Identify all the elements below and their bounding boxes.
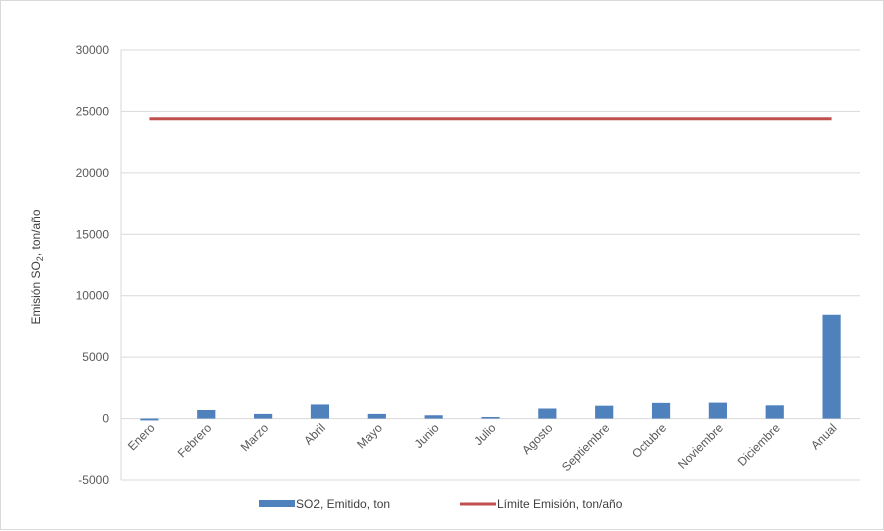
x-tick-label: Enero: [125, 421, 158, 454]
bar: [481, 416, 500, 419]
bar: [367, 413, 386, 419]
bar: [765, 405, 784, 419]
legend-swatch-emitted: [259, 500, 295, 507]
legend-label-emitted: SO2, Emitido, ton: [296, 497, 390, 511]
x-tick-label: Noviembre: [675, 421, 726, 472]
x-tick-label: Anual: [808, 421, 840, 453]
bar: [254, 413, 273, 419]
bar: [197, 409, 216, 419]
y-tick-label: 5000: [82, 350, 109, 364]
y-axis-title: Emisión SO2, ton/año: [29, 209, 45, 324]
bar: [140, 418, 159, 421]
y-tick-label: 15000: [76, 227, 110, 241]
x-tick-label: Mayo: [354, 421, 385, 452]
x-tick-label: Febrero: [175, 421, 215, 461]
x-tick-label: Octubre: [629, 421, 669, 461]
legend: SO2, Emitido, ton Límite Emisión, ton/añ…: [259, 497, 623, 511]
bar: [538, 408, 557, 419]
bar: [595, 405, 614, 419]
legend-label-limit: Límite Emisión, ton/año: [497, 497, 623, 511]
x-tick-label: Junio: [412, 421, 442, 451]
bar: [822, 314, 841, 419]
x-axis-ticks: Enero Febrero Marzo Abril Mayo Junio Julio Agos…: [125, 421, 840, 475]
x-tick-label: Abril: [301, 421, 328, 448]
y-axis-ticks: -5000 0 5000 10000 15000 20000 25000 30000: [76, 43, 110, 487]
x-tick-label: Agosto: [519, 421, 556, 458]
y-tick-label: 0: [102, 412, 109, 426]
bar: [424, 415, 443, 419]
x-tick-label: Julio: [471, 421, 499, 449]
y-tick-label: 20000: [76, 166, 110, 180]
bar: [651, 402, 671, 419]
bar-series: [140, 314, 841, 421]
bar: [310, 404, 330, 419]
y-tick-label: 10000: [76, 289, 110, 303]
y-tick-label: 25000: [76, 104, 110, 118]
y-tick-label: -5000: [78, 473, 109, 487]
y-tick-label: 30000: [76, 43, 110, 57]
gridlines: [120, 49, 860, 481]
bar: [708, 402, 727, 419]
x-tick-label: Marzo: [238, 421, 272, 455]
x-tick-label: Septiembre: [559, 421, 613, 475]
x-tick-label: Diciembre: [735, 421, 783, 469]
